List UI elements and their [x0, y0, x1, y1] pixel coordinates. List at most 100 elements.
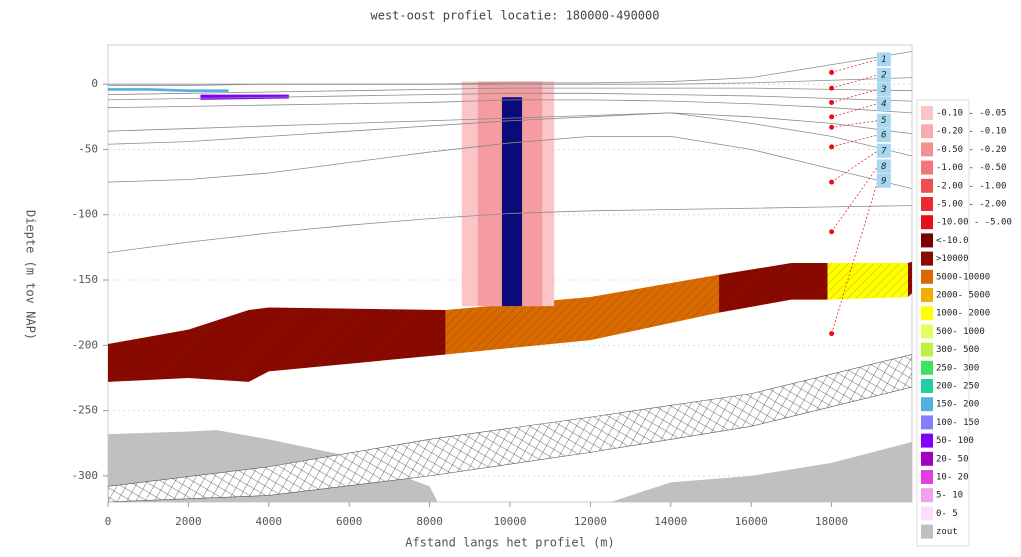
legend-swatch — [921, 324, 933, 339]
legend: -0.10 - -0.05 -0.20 - -0.10 -0.50 - -0.20 -… — [921, 106, 1012, 539]
legend-label: -0.50 - -0.20 — [936, 145, 1006, 155]
x-tick-label: 10000 — [493, 515, 526, 528]
depth-point — [829, 124, 835, 130]
legend-swatch — [921, 360, 933, 375]
legend-swatch — [921, 142, 933, 157]
layer-line — [108, 112, 912, 157]
x-tick-label: 8000 — [416, 515, 443, 528]
legend-swatch — [921, 124, 933, 139]
layer-line — [108, 92, 912, 102]
legend-swatch — [921, 342, 933, 357]
legend-label: 300- 500 — [936, 345, 979, 355]
overlay: 1 2 3 4 5 6 7 8 9 — [829, 52, 891, 337]
y-tick-label: -150 — [72, 273, 99, 286]
legend-label: -10.00 - -5.00 — [936, 218, 1012, 228]
legend-swatch — [921, 269, 933, 284]
y-tick-label: -250 — [72, 404, 99, 417]
legend-swatch — [921, 160, 933, 175]
y-tick-label: -50 — [78, 142, 98, 155]
layer-hatch — [827, 263, 908, 300]
x-axis-label: Afstand langs het profiel (m) — [405, 536, 615, 550]
legend-label: 150- 200 — [936, 400, 979, 410]
label-box — [876, 173, 891, 188]
depth-point — [829, 331, 835, 337]
legend-label: 100- 150 — [936, 418, 979, 428]
legend-label: 20- 50 — [936, 454, 969, 464]
legend-swatch — [921, 470, 933, 484]
connector — [831, 103, 878, 118]
x-tick-label: 0 — [105, 515, 112, 528]
connector — [831, 74, 878, 89]
label-box — [876, 82, 891, 97]
label-text: 3 — [880, 85, 886, 95]
label-box — [876, 128, 891, 143]
legend-label: >10000 — [936, 254, 969, 264]
layer-hatch — [907, 261, 912, 298]
label-box — [876, 96, 891, 111]
label-box — [876, 68, 891, 83]
legend-label: 5- 10 — [936, 491, 963, 501]
x-tick-label: 6000 — [336, 515, 363, 528]
label-text: 8 — [881, 162, 886, 172]
label-box — [876, 52, 891, 67]
x-tick-label: 4000 — [256, 515, 283, 528]
legend-label: -5.00 - -2.00 — [936, 200, 1006, 210]
layer-line — [108, 87, 912, 96]
legend-label: 250- 300 — [936, 363, 979, 373]
layer-hatch — [445, 274, 720, 355]
x-tick-label: 2000 — [175, 515, 202, 528]
legend-swatch — [921, 433, 933, 448]
connector — [831, 89, 878, 103]
legend-label: 200- 250 — [936, 382, 979, 392]
layer-band — [501, 97, 523, 307]
legend-swatch — [921, 488, 933, 503]
legend-swatch — [921, 306, 933, 321]
y-tick-label: 0 — [91, 77, 98, 90]
y-tick-label: -300 — [72, 469, 99, 482]
legend-label: 2000- 5000 — [936, 291, 990, 301]
connector — [831, 180, 879, 334]
layer-band — [610, 441, 912, 502]
legend-swatch — [921, 415, 933, 430]
connector — [831, 166, 879, 232]
chart-title: west-oost profiel locatie: 180000-490000 — [371, 9, 660, 23]
legend-swatch — [921, 251, 933, 266]
legend-label: -1.00 - -0.50 — [936, 163, 1006, 173]
label-box — [876, 159, 891, 174]
legend-swatch — [921, 506, 933, 521]
connector — [831, 59, 878, 73]
layer-hatch — [108, 354, 912, 502]
label-text: 9 — [881, 176, 886, 186]
legend-label: 50- 100 — [936, 436, 974, 446]
legend-label: 500- 1000 — [936, 327, 985, 337]
legend-label: 0- 5 — [936, 509, 958, 519]
legend-label: zout — [936, 527, 958, 537]
layer-line — [108, 205, 912, 254]
legend-label: 10- 20 — [936, 473, 969, 483]
legend-label: -0.20 - -0.10 — [936, 127, 1006, 137]
legend-label: <-10.0 — [936, 236, 969, 246]
x-tick-label: 14000 — [654, 515, 687, 528]
layer-line — [108, 77, 912, 86]
x-tick-label: 18000 — [815, 515, 848, 528]
layer-band — [108, 88, 229, 93]
layer-line — [108, 51, 912, 85]
label-text: 5 — [881, 116, 886, 126]
depth-point — [829, 85, 835, 91]
layer-hatch — [108, 307, 446, 382]
x-tick-label: 16000 — [735, 515, 768, 528]
x-tick-label: 12000 — [574, 515, 607, 528]
y-tick-label: -200 — [72, 338, 99, 351]
label-text: 1 — [881, 55, 886, 65]
legend-label: -0.10 - -0.05 — [936, 109, 1006, 119]
legend-swatch — [921, 397, 933, 412]
y-tick-label: -100 — [72, 208, 99, 221]
legend-swatch — [921, 379, 933, 393]
depth-point — [829, 229, 835, 235]
layer-line — [108, 136, 912, 190]
depth-point — [829, 99, 835, 105]
label-text: 7 — [881, 146, 887, 156]
legend-swatch — [921, 106, 933, 120]
